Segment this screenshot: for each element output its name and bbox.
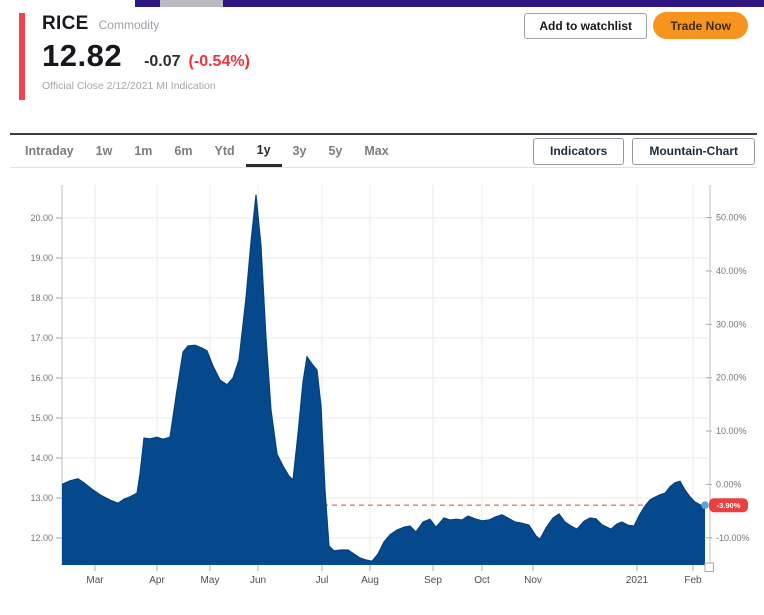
- series-markers: -3.90%: [701, 498, 748, 572]
- svg-text:13.00: 13.00: [30, 493, 53, 503]
- svg-text:15.00: 15.00: [30, 413, 53, 423]
- range-tab-5y[interactable]: 5y: [317, 135, 353, 167]
- svg-text:12.00: 12.00: [30, 533, 53, 543]
- svg-text:30.00%: 30.00%: [716, 319, 747, 329]
- svg-text:14.00: 14.00: [30, 453, 53, 463]
- svg-text:Jul: Jul: [316, 575, 329, 586]
- svg-text:Mar: Mar: [86, 575, 104, 586]
- area-series[interactable]: [61, 194, 706, 566]
- svg-text:19.00: 19.00: [30, 253, 53, 263]
- svg-text:0.00%: 0.00%: [716, 479, 742, 489]
- toolbar-buttons: Indicators Mountain-Chart: [532, 137, 757, 165]
- mountain-area[interactable]: [62, 194, 705, 566]
- current-percent-badge: [709, 498, 748, 513]
- top-scrollbar-thumb[interactable]: [160, 0, 223, 7]
- svg-text:20.00%: 20.00%: [716, 373, 747, 383]
- svg-text:Nov: Nov: [524, 575, 542, 586]
- range-tab-1y[interactable]: 1y: [245, 135, 282, 167]
- chart-card-top-border: [10, 133, 757, 135]
- svg-text:20.00: 20.00: [30, 213, 53, 223]
- svg-text:Jun: Jun: [250, 575, 266, 586]
- svg-text:10.00%: 10.00%: [716, 426, 747, 436]
- price-change: -0.07: [144, 53, 181, 70]
- svg-text:40.00%: 40.00%: [716, 266, 747, 276]
- svg-text:-10.00%: -10.00%: [716, 533, 750, 543]
- trade-now-button[interactable]: Trade Now: [653, 12, 748, 39]
- range-tab-3y[interactable]: 3y: [282, 135, 318, 167]
- svg-text:2021: 2021: [626, 575, 649, 586]
- svg-text:Apr: Apr: [149, 575, 165, 586]
- svg-text:May: May: [201, 575, 220, 586]
- symbol-name: RICE: [42, 13, 89, 34]
- range-tab-6m[interactable]: 6m: [163, 135, 203, 167]
- range-tab-1w[interactable]: 1w: [85, 135, 124, 167]
- top-site-bar: [135, 0, 764, 7]
- instrument-header: RICE Commodity 12.82 -0.07 (-0.54%) Offi…: [42, 13, 250, 92]
- range-tab-1m[interactable]: 1m: [123, 135, 163, 167]
- axis-labels: 20.00 19.00 18.00 17.00 16.00 15.00 14.00 13.00…: [30, 213, 749, 586]
- range-tab-ytd[interactable]: Ytd: [203, 135, 245, 167]
- range-tabs: Intraday 1w 1m 6m Ytd 1y 3y 5y Max: [10, 135, 400, 167]
- instrument-type-label: Commodity: [98, 18, 160, 32]
- svg-text:Feb: Feb: [684, 575, 702, 586]
- svg-text:17.00: 17.00: [30, 333, 53, 343]
- svg-text:Aug: Aug: [361, 575, 379, 586]
- svg-text:Oct: Oct: [474, 575, 490, 586]
- svg-text:-3.90%: -3.90%: [717, 501, 741, 510]
- price-change-percent: (-0.54%): [188, 53, 250, 70]
- svg-text:50.00%: 50.00%: [716, 213, 747, 223]
- add-to-watchlist-button[interactable]: Add to watchlist: [524, 13, 647, 39]
- range-handle[interactable]: [704, 562, 714, 572]
- series-end-dot: [701, 501, 709, 510]
- chart-type-button[interactable]: Mountain-Chart: [632, 137, 755, 165]
- svg-text:16.00: 16.00: [30, 373, 53, 383]
- indicators-button[interactable]: Indicators: [532, 137, 625, 165]
- range-tab-intraday[interactable]: Intraday: [14, 135, 85, 167]
- current-price: 12.82: [42, 38, 123, 73]
- svg-text:Sep: Sep: [424, 575, 442, 586]
- chart-toolbar: Intraday 1w 1m 6m Ytd 1y 3y 5y Max Indicators Mo…: [10, 135, 757, 168]
- symbol-accent-bar: [19, 13, 25, 100]
- range-tab-max[interactable]: Max: [353, 135, 399, 167]
- official-close-info: Official Close 2/12/2021 MI Indication: [42, 80, 216, 92]
- svg-text:18.00: 18.00: [30, 293, 53, 303]
